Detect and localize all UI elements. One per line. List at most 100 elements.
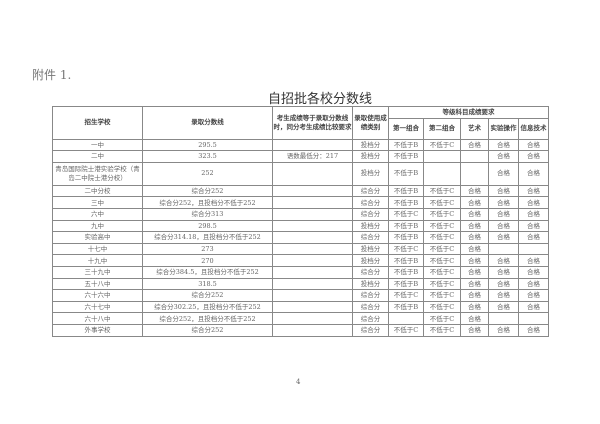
score-cell: 综合分302.25，且投档分不低于252 xyxy=(142,300,273,314)
table-row: 六十六中 综合分252 综合分 不低于C 不低于C 合格 合格 合格 xyxy=(52,289,550,302)
it-cell: 合格 xyxy=(517,277,550,291)
it-cell: 合格 xyxy=(517,323,550,337)
table-row: 十九中 270 投档分 不低于B 不低于C 合格 合格 合格 xyxy=(52,254,550,267)
group2-cell: 不低于C xyxy=(423,323,461,337)
tie-rule-cell xyxy=(272,161,353,186)
table-row: 二中 323.5 语数最低分：217 投档分 不低于B 合格 合格 xyxy=(52,150,550,163)
group2-cell: 不低于C xyxy=(423,254,461,267)
category-cell: 投档分 xyxy=(352,254,389,267)
tie-rule-cell xyxy=(272,184,353,198)
art-cell: 合格 xyxy=(460,219,489,233)
lab-cell: 合格 xyxy=(488,254,519,267)
header-category: 录取使用成绩类别 xyxy=(352,106,389,140)
school-cell: 外事学校 xyxy=(52,323,143,337)
group1-cell: 不低于B xyxy=(388,219,424,233)
group1-cell: 不低于B xyxy=(388,254,424,267)
group2-cell: 不低于C xyxy=(423,277,461,291)
school-cell: 青岛国际院士港实验学校（青岛二中院士港分校） xyxy=(52,161,143,186)
art-cell: 合格 xyxy=(460,242,489,256)
table-row: 六十七中 综合分302.25，且投档分不低于252 综合分 不低于B 不低于C 合格 合格合… xyxy=(52,300,550,314)
lab-cell: 合格 xyxy=(488,184,519,198)
table-row: 实验高中 综合分314.18，且投档分不低于252 综合分 不低于B 不低于C 合格 合格合… xyxy=(52,231,550,244)
group1-cell: 不低于B xyxy=(388,161,424,186)
it-cell: 合格 xyxy=(517,150,550,163)
it-cell: 合格 xyxy=(517,300,550,314)
header-lab: 实验操作 xyxy=(488,117,519,140)
group1-cell: 不低于B xyxy=(388,196,424,209)
score-cell: 综合分384.5，且投档分不低于252 xyxy=(142,265,273,279)
header-tie-rule: 考生成绩等于录取分数线时，同分考生成绩比较要求 xyxy=(272,106,353,140)
art-cell: 合格 xyxy=(460,265,489,279)
tie-rule-cell xyxy=(272,289,353,302)
tie-rule-cell: 语数最低分：217 xyxy=(272,150,353,163)
category-cell: 综合分 xyxy=(352,265,389,279)
group2-cell: 不低于C xyxy=(423,207,461,221)
school-cell: 五十八中 xyxy=(52,277,143,291)
tie-rule-cell xyxy=(272,207,353,221)
group2-cell: 不低于C xyxy=(423,242,461,256)
art-cell xyxy=(460,161,489,186)
category-cell: 综合分 xyxy=(352,300,389,314)
score-cell: 252 xyxy=(142,161,273,186)
category-cell: 综合分 xyxy=(352,289,389,302)
lab-cell: 合格 xyxy=(488,289,519,302)
score-cell: 295.5 xyxy=(142,138,273,152)
lab-cell: 合格 xyxy=(488,219,519,233)
group2-cell: 不低于C xyxy=(423,289,461,302)
header-it: 信息技术 xyxy=(517,117,550,140)
table-row: 二中分校 综合分252 综合分 不低于B 不低于C 合格 合格 合格 xyxy=(52,184,550,198)
header-group1: 第一组合 xyxy=(388,117,424,140)
category-cell: 综合分 xyxy=(352,196,389,209)
it-cell: 合格 xyxy=(517,231,550,244)
group2-cell: 不低于C xyxy=(423,138,461,152)
group1-cell: 不低于B xyxy=(388,150,424,163)
art-cell: 合格 xyxy=(460,184,489,198)
table-row: 十七中 273 投档分 不低于C 不低于C 合格 xyxy=(52,242,550,256)
art-cell: 合格 xyxy=(460,138,489,152)
score-cell: 综合分252 xyxy=(142,323,273,337)
art-cell xyxy=(460,150,489,163)
group2-cell: 不低于C xyxy=(423,219,461,233)
group1-cell xyxy=(388,312,424,325)
score-cell: 270 xyxy=(142,254,273,267)
table-row: 青岛国际院士港实验学校（青岛二中院士港分校） 252 投档分 不低于B 合格 合格 xyxy=(52,161,550,186)
art-cell: 合格 xyxy=(460,231,489,244)
it-cell xyxy=(517,312,550,325)
header-score: 录取分数线 xyxy=(142,106,273,140)
lab-cell: 合格 xyxy=(488,138,519,152)
category-cell: 综合分 xyxy=(352,312,389,325)
tie-rule-cell xyxy=(272,300,353,314)
score-cell: 综合分252 xyxy=(142,289,273,302)
tie-rule-cell xyxy=(272,231,353,244)
table-row: 六十八中 综合分252，且投档分不低于252 综合分 不低于C 合格 xyxy=(52,312,550,325)
page-number: 4 xyxy=(296,378,301,386)
category-cell: 投档分 xyxy=(352,219,389,233)
it-cell: 合格 xyxy=(517,289,550,302)
document-title: 自招批各校分数线 xyxy=(267,92,372,107)
attachment-label: 附件 1. xyxy=(32,68,72,82)
art-cell: 合格 xyxy=(460,196,489,209)
it-cell: 合格 xyxy=(517,138,550,152)
score-cell: 综合分314.18，且投档分不低于252 xyxy=(142,231,273,244)
category-cell: 投档分 xyxy=(352,161,389,186)
score-cell: 综合分252，且投档分不低于252 xyxy=(142,196,273,209)
tie-rule-cell xyxy=(272,254,353,267)
it-cell: 合格 xyxy=(517,161,550,186)
tie-rule-cell xyxy=(272,312,353,325)
school-cell: 三十九中 xyxy=(52,265,143,279)
art-cell: 合格 xyxy=(460,300,489,314)
group1-cell: 不低于C xyxy=(388,289,424,302)
table-row: 一中 295.5 投档分 不低于B 不低于C 合格 合格 合格 xyxy=(52,138,550,152)
lab-cell: 合格 xyxy=(488,231,519,244)
it-cell: 合格 xyxy=(517,254,550,267)
header-grade-group: 等级科目成绩要求 xyxy=(387,106,550,119)
lab-cell: 合格 xyxy=(488,300,519,314)
art-cell: 合格 xyxy=(460,277,489,291)
school-cell: 三中 xyxy=(52,196,143,209)
tie-rule-cell xyxy=(272,196,353,209)
category-cell: 综合分 xyxy=(352,323,389,337)
score-cell: 323.5 xyxy=(142,150,273,163)
category-cell: 投档分 xyxy=(352,150,389,163)
lab-cell: 合格 xyxy=(488,150,519,163)
lab-cell: 合格 xyxy=(488,277,519,291)
